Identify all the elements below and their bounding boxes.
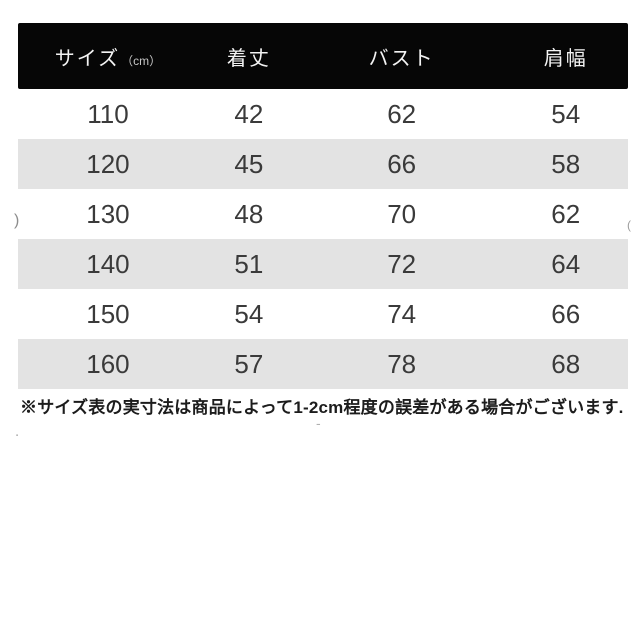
table-cell: 150 — [86, 298, 130, 329]
column-header-shoulder: 肩幅 — [504, 42, 628, 71]
right-paren-artifact: ( — [627, 218, 631, 232]
table-cell: 72 — [387, 248, 417, 279]
dot-artifact: . — [15, 423, 20, 440]
table-body: 110 42 62 54 120 45 66 58 130 48 70 62 140 51 72 64 150 5… — [18, 89, 628, 389]
table-row: 150 54 74 66 — [18, 289, 628, 339]
column-header-shoulder-label: 肩幅 — [543, 47, 588, 70]
column-header-size-label: サイズ — [54, 47, 121, 70]
table-cell: 57 — [234, 348, 264, 379]
table-cell: 110 — [87, 98, 129, 129]
table-row: 160 57 78 68 — [18, 339, 628, 389]
table-cell: 58 — [551, 148, 581, 179]
column-header-size-unit: （cm） — [121, 53, 162, 68]
table-cell: 54 — [234, 298, 264, 329]
column-header-bust-label: バスト — [368, 47, 435, 70]
table-row: 110 42 62 54 — [18, 89, 628, 139]
table-cell: 70 — [387, 198, 417, 229]
table-row: 140 51 72 64 — [18, 239, 628, 289]
column-header-bust: バスト — [300, 42, 504, 71]
table-cell: 51 — [234, 248, 264, 279]
table-cell: 66 — [387, 148, 417, 179]
table-cell: 64 — [551, 248, 581, 279]
column-header-length-label: 着丈 — [226, 47, 271, 70]
column-header-size: サイズ（cm） — [18, 42, 198, 71]
table-cell: 74 — [387, 298, 417, 329]
table-cell: 45 — [234, 148, 264, 179]
table-cell: 54 — [551, 98, 581, 129]
column-header-length: 着丈 — [198, 42, 300, 71]
table-cell: 140 — [86, 248, 130, 279]
table-row: 120 45 66 58 — [18, 139, 628, 189]
table-cell: 68 — [551, 348, 581, 379]
table-cell: 66 — [551, 298, 581, 329]
table-cell: 130 — [86, 198, 130, 229]
table-cell: 78 — [387, 348, 417, 379]
table-cell: 62 — [387, 98, 417, 129]
size-table: サイズ（cm） 着丈 バスト 肩幅 110 42 62 54 120 45 66 58 130 4… — [18, 23, 628, 389]
table-cell: 62 — [551, 198, 581, 229]
size-note: ※サイズ表の実寸法は商品によって1-2cm程度の誤差がある場合がございます. — [20, 398, 624, 417]
dash-artifact: - — [316, 415, 321, 431]
table-cell: 42 — [234, 98, 264, 129]
table-cell: 160 — [86, 348, 130, 379]
table-row: 130 48 70 62 — [18, 189, 628, 239]
table-cell: 120 — [86, 148, 130, 179]
table-cell: 48 — [234, 198, 264, 229]
left-paren-artifact: ) — [14, 212, 20, 229]
table-header: サイズ（cm） 着丈 バスト 肩幅 — [18, 23, 628, 89]
